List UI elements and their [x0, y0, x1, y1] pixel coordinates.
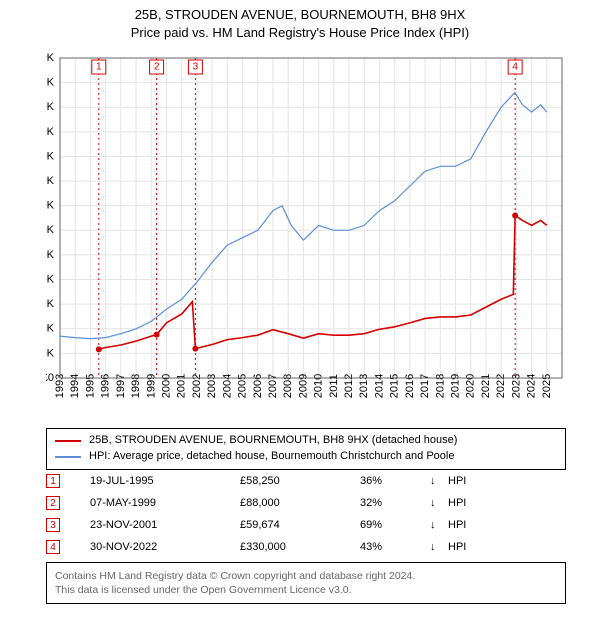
legend: 25B, STROUDEN AVENUE, BOURNEMOUTH, BH8 9…: [46, 428, 566, 470]
transaction-price: £88,000: [240, 497, 360, 509]
title-line-2: Price paid vs. HM Land Registry's House …: [0, 24, 600, 42]
footer-line-1: Contains HM Land Registry data © Crown c…: [55, 569, 557, 583]
svg-text:2024: 2024: [526, 374, 538, 398]
svg-text:2007: 2007: [267, 374, 279, 398]
transaction-row: 4 30-NOV-2022£330,00043%↓HPI: [46, 536, 566, 558]
svg-text:£600K: £600K: [46, 77, 55, 89]
transaction-pct: 36%: [360, 475, 430, 487]
transaction-row: 2 07-MAY-1999£88,00032%↓HPI: [46, 492, 566, 514]
transaction-date: 19-JUL-1995: [90, 475, 240, 487]
svg-text:2023: 2023: [510, 374, 522, 398]
svg-text:£150K: £150K: [46, 298, 55, 310]
down-arrow-icon: ↓: [430, 475, 448, 487]
legend-swatch: [55, 440, 81, 442]
legend-swatch: [55, 456, 81, 458]
svg-text:2001: 2001: [176, 374, 188, 398]
price-chart: £0 £50K £100K £150K £200K £250K £300K £350K £400…: [46, 48, 576, 418]
svg-text:1: 1: [96, 62, 102, 73]
svg-text:1997: 1997: [115, 374, 127, 398]
transaction-pct: 69%: [360, 519, 430, 531]
svg-text:2000: 2000: [160, 374, 172, 398]
down-arrow-icon: ↓: [430, 497, 448, 509]
svg-text:3: 3: [193, 62, 199, 73]
svg-text:2020: 2020: [465, 374, 477, 398]
title-line-1: 25B, STROUDEN AVENUE, BOURNEMOUTH, BH8 9…: [0, 6, 600, 24]
svg-text:1995: 1995: [84, 374, 96, 398]
transaction-price: £59,674: [240, 519, 360, 531]
svg-text:£650K: £650K: [46, 52, 55, 64]
transaction-vs-label: HPI: [448, 497, 466, 509]
svg-text:2015: 2015: [389, 374, 401, 398]
svg-text:£350K: £350K: [46, 200, 55, 212]
svg-text:2005: 2005: [237, 374, 249, 398]
transaction-price: £58,250: [240, 475, 360, 487]
svg-text:2018: 2018: [434, 374, 446, 398]
transaction-vs-label: HPI: [448, 541, 466, 553]
transaction-row: 1 19-JUL-1995£58,25036%↓HPI: [46, 470, 566, 492]
transaction-date: 07-MAY-1999: [90, 497, 240, 509]
svg-text:£400K: £400K: [46, 175, 55, 187]
transaction-vs-label: HPI: [448, 475, 466, 487]
transaction-marker: 3: [46, 518, 60, 532]
svg-text:2004: 2004: [221, 374, 233, 398]
svg-text:2017: 2017: [419, 374, 431, 398]
transaction-marker: 1: [46, 474, 60, 488]
svg-text:4: 4: [512, 62, 518, 73]
transactions-table: 119-JUL-1995£58,25036%↓HPI207-MAY-1999£8…: [46, 470, 566, 558]
svg-text:£550K: £550K: [46, 101, 55, 113]
legend-item-hpi: HPI: Average price, detached house, Bour…: [55, 449, 557, 465]
legend-item-price-paid: 25B, STROUDEN AVENUE, BOURNEMOUTH, BH8 9…: [55, 433, 557, 449]
svg-text:2012: 2012: [343, 374, 355, 398]
svg-text:1999: 1999: [145, 374, 157, 398]
transaction-marker: 2: [46, 496, 60, 510]
svg-text:£500K: £500K: [46, 126, 55, 138]
attribution-footer: Contains HM Land Registry data © Crown c…: [46, 562, 566, 604]
svg-text:£300K: £300K: [46, 224, 55, 236]
svg-text:2014: 2014: [373, 374, 385, 398]
svg-text:2013: 2013: [358, 374, 370, 398]
svg-text:£50K: £50K: [46, 347, 55, 359]
svg-text:2025: 2025: [541, 374, 553, 398]
svg-text:2: 2: [154, 62, 160, 73]
svg-text:2006: 2006: [252, 374, 264, 398]
svg-text:£200K: £200K: [46, 273, 55, 285]
svg-text:2019: 2019: [450, 374, 462, 398]
transaction-marker: 4: [46, 540, 60, 554]
svg-text:2002: 2002: [191, 374, 203, 398]
transaction-pct: 32%: [360, 497, 430, 509]
legend-label: HPI: Average price, detached house, Bour…: [89, 449, 454, 465]
svg-text:2010: 2010: [313, 374, 325, 398]
chart-title: 25B, STROUDEN AVENUE, BOURNEMOUTH, BH8 9…: [0, 0, 600, 41]
svg-text:1996: 1996: [100, 374, 112, 398]
svg-text:£250K: £250K: [46, 249, 55, 261]
legend-label: 25B, STROUDEN AVENUE, BOURNEMOUTH, BH8 9…: [89, 433, 457, 449]
svg-text:2021: 2021: [480, 374, 492, 398]
transaction-date: 30-NOV-2022: [90, 541, 240, 553]
svg-text:£100K: £100K: [46, 323, 55, 335]
svg-text:2016: 2016: [404, 374, 416, 398]
footer-line-2: This data is licensed under the Open Gov…: [55, 583, 557, 597]
transaction-vs-label: HPI: [448, 519, 466, 531]
svg-text:2008: 2008: [282, 374, 294, 398]
transaction-date: 23-NOV-2001: [90, 519, 240, 531]
svg-text:2003: 2003: [206, 374, 218, 398]
svg-text:£0: £0: [46, 372, 54, 384]
svg-text:1998: 1998: [130, 374, 142, 398]
down-arrow-icon: ↓: [430, 541, 448, 553]
svg-text:2009: 2009: [297, 374, 309, 398]
transaction-pct: 43%: [360, 541, 430, 553]
transaction-row: 3 23-NOV-2001£59,67469%↓HPI: [46, 514, 566, 536]
svg-text:2022: 2022: [495, 374, 507, 398]
svg-text:1994: 1994: [69, 374, 81, 398]
transaction-price: £330,000: [240, 541, 360, 553]
svg-text:£450K: £450K: [46, 150, 55, 162]
down-arrow-icon: ↓: [430, 519, 448, 531]
